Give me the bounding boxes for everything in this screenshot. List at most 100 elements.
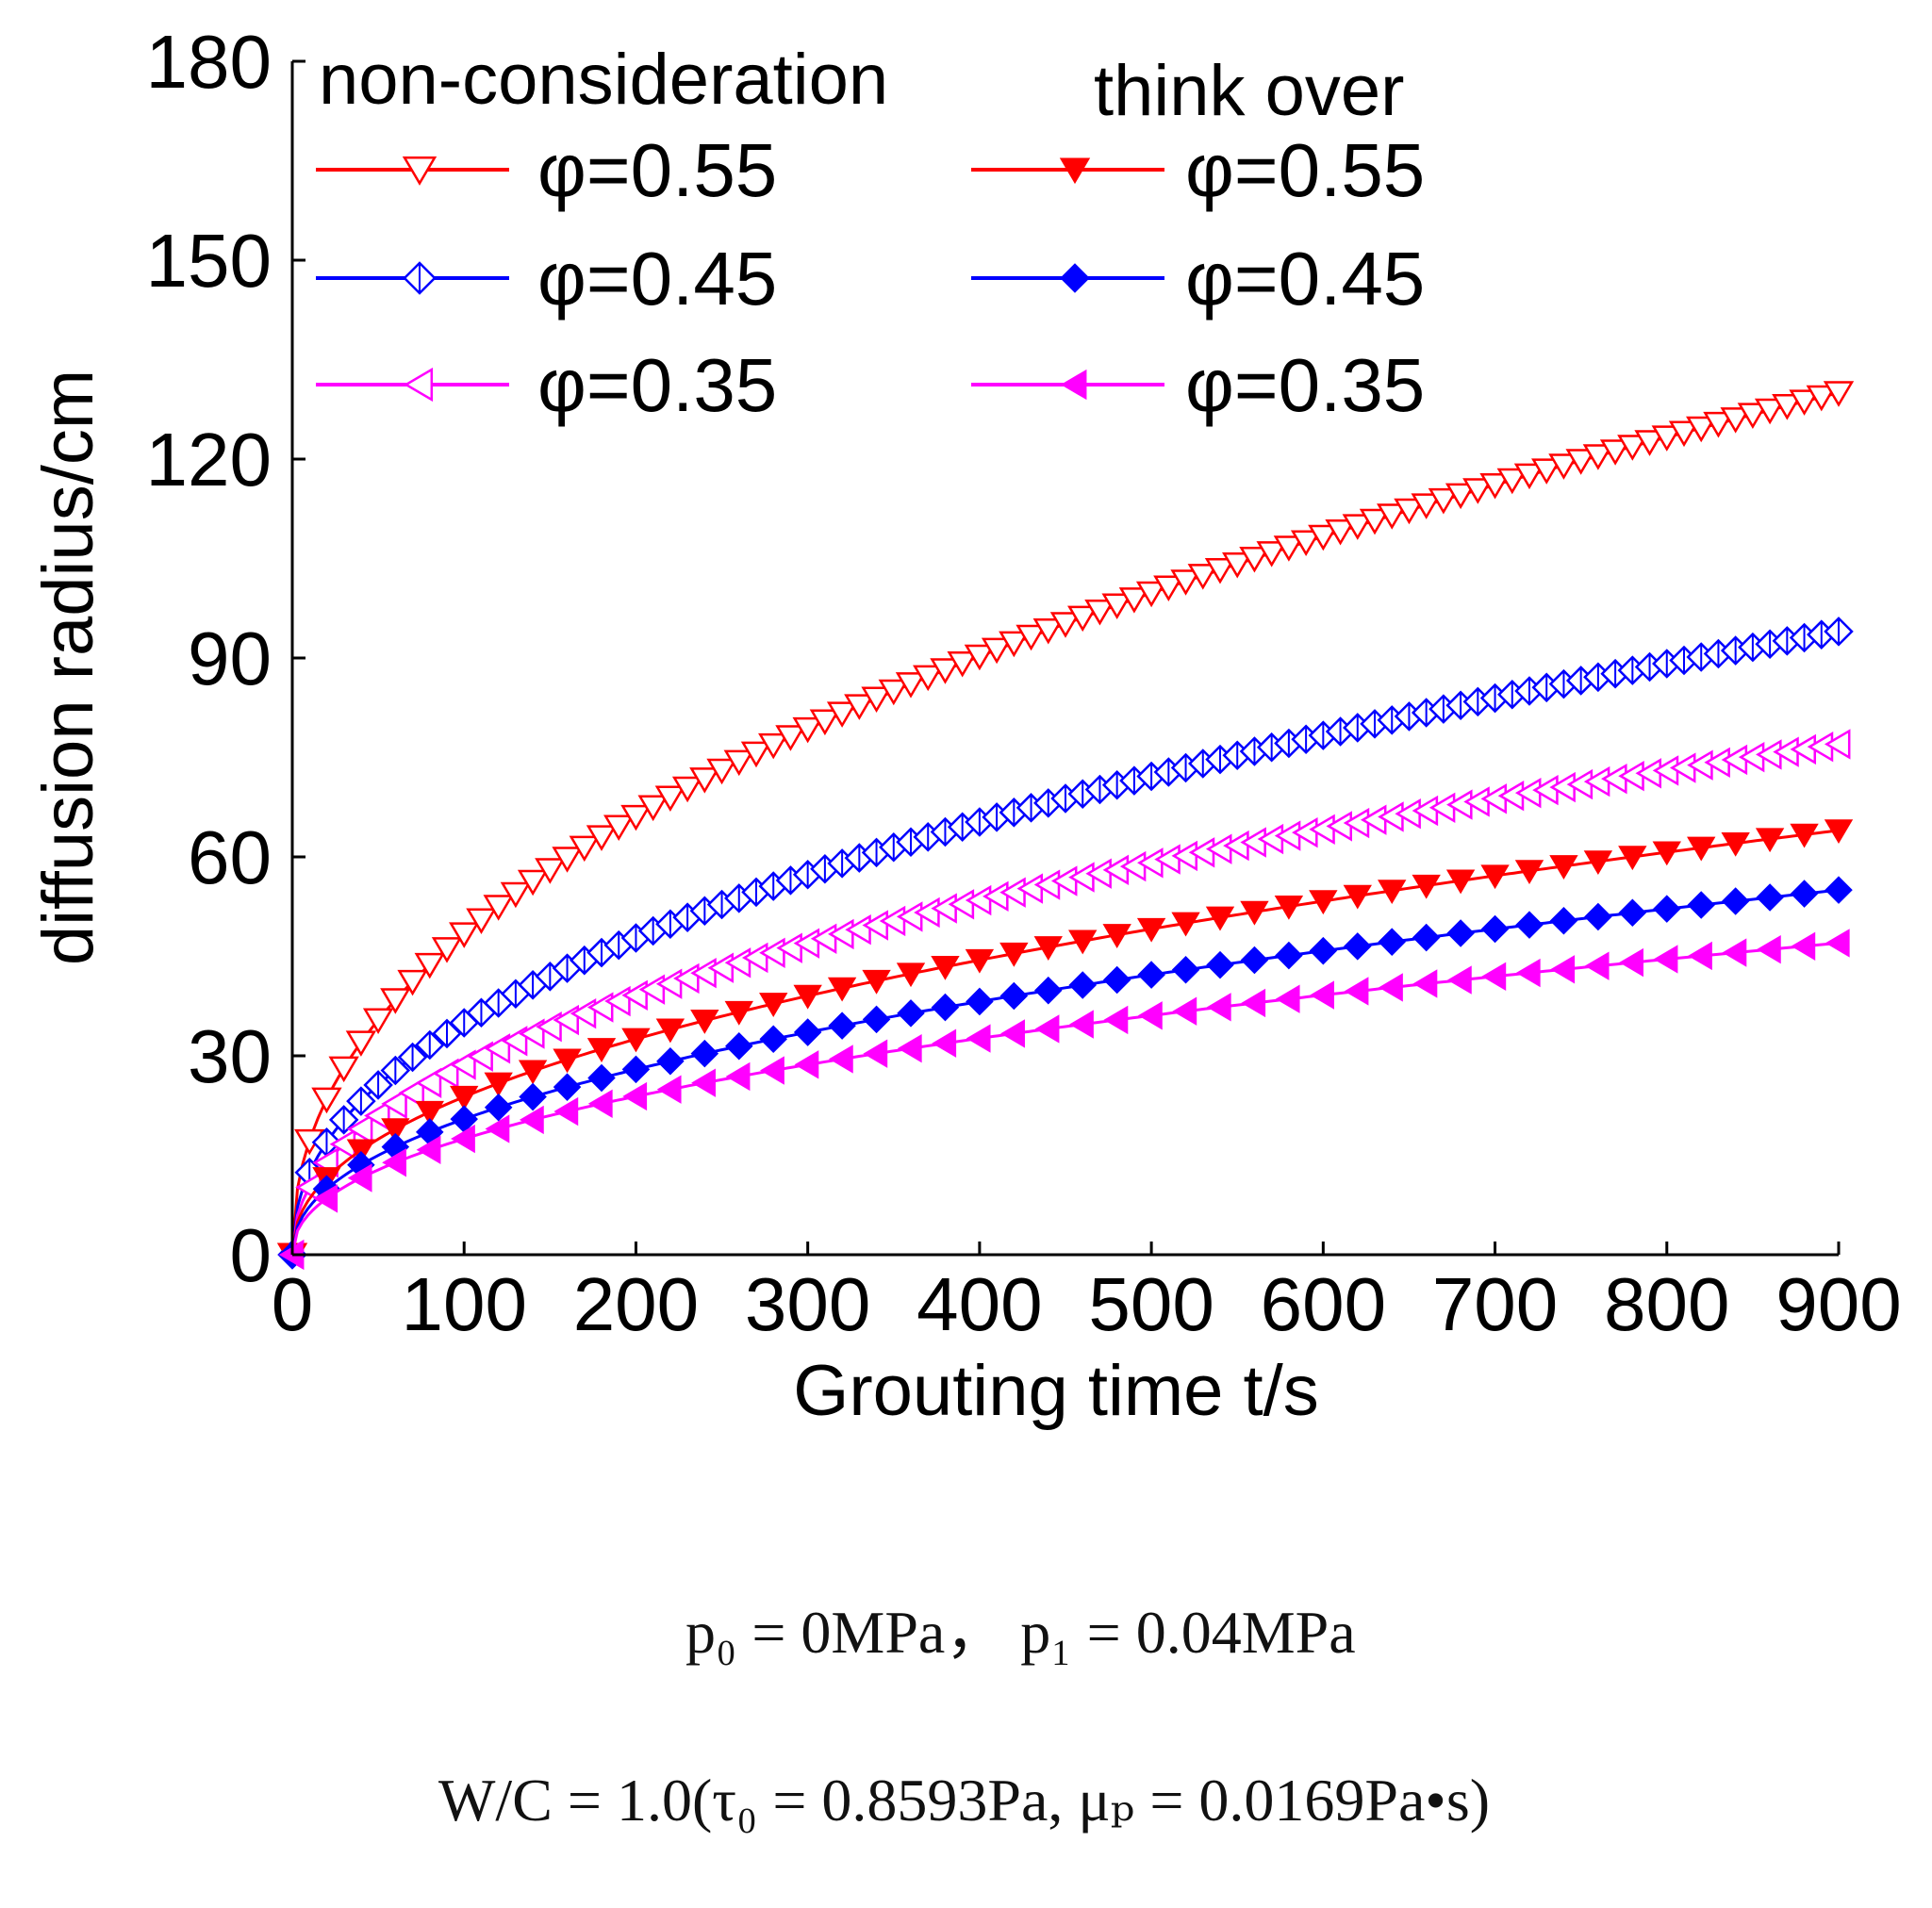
data-point	[313, 1184, 339, 1213]
legend-label: φ=0.35	[1185, 343, 1425, 427]
data-point	[415, 1100, 444, 1126]
data-point	[673, 962, 700, 995]
data-point	[690, 1010, 719, 1034]
data-point	[793, 928, 820, 959]
legend-item: φ=0.55	[316, 128, 777, 212]
data-point	[671, 776, 703, 803]
data-point	[1445, 483, 1477, 510]
data-point	[656, 1047, 685, 1076]
data-point	[569, 835, 600, 863]
legend-marker	[404, 367, 434, 403]
data-point	[535, 858, 566, 884]
data-point	[1703, 411, 1734, 438]
data-point	[1342, 514, 1373, 540]
data-point	[1686, 416, 1717, 443]
data-point	[793, 984, 822, 1010]
data-point	[1394, 498, 1425, 525]
data-point	[432, 1058, 459, 1090]
data-point	[397, 969, 428, 996]
legend-label: φ=0.55	[537, 128, 777, 212]
data-point	[1171, 956, 1200, 984]
data-point	[758, 732, 789, 760]
data-point	[826, 701, 858, 728]
data-point	[1378, 928, 1406, 956]
data-point	[1789, 389, 1820, 416]
data-point	[1772, 394, 1803, 420]
data-point	[586, 825, 618, 851]
data-point	[382, 1148, 406, 1177]
data-point	[518, 1060, 548, 1085]
legend-item: φ=0.35	[971, 343, 1425, 427]
data-point	[1549, 907, 1578, 935]
legend-marker	[1059, 157, 1091, 185]
data-point	[1033, 936, 1063, 961]
data-point	[691, 1068, 716, 1097]
data-point	[1222, 551, 1253, 579]
data-point	[1171, 912, 1200, 937]
data-point	[450, 1049, 476, 1080]
series-line	[290, 888, 1840, 1256]
data-point	[1445, 869, 1476, 895]
data-point	[862, 969, 891, 995]
data-point	[1137, 961, 1165, 989]
data-point	[1240, 900, 1269, 926]
data-point	[828, 1044, 853, 1074]
data-point	[1790, 823, 1819, 848]
data-point	[1479, 472, 1511, 500]
data-point	[896, 962, 926, 988]
y-tick-label: 120	[146, 418, 272, 502]
data-point	[466, 908, 497, 934]
data-point	[517, 869, 549, 896]
data-point	[1565, 449, 1596, 475]
legend-marker	[1060, 369, 1087, 401]
data-point	[897, 1033, 922, 1063]
data-point	[656, 1075, 682, 1104]
data-point	[966, 987, 994, 1016]
data-point	[311, 1087, 342, 1114]
data-point	[1824, 729, 1851, 760]
data-point	[1275, 941, 1303, 970]
series-line	[290, 391, 1840, 1256]
data-point	[1084, 599, 1115, 626]
y-tick-label: 90	[188, 617, 272, 700]
data-point	[1791, 931, 1816, 961]
data-point	[1548, 453, 1579, 480]
data-point	[740, 741, 772, 768]
data-point	[878, 679, 909, 706]
data-point	[1825, 876, 1853, 904]
data-point	[603, 814, 635, 841]
data-point	[1721, 887, 1750, 915]
data-point	[690, 958, 717, 989]
series-think-over-0.45	[278, 876, 1853, 1269]
data-point	[1722, 938, 1747, 967]
series-line	[290, 941, 1840, 1256]
data-point	[1187, 564, 1218, 590]
data-point	[1102, 924, 1131, 948]
data-point	[1172, 996, 1197, 1026]
data-point	[1359, 508, 1391, 535]
data-point	[622, 1081, 648, 1111]
data-point	[759, 1025, 787, 1054]
series-non-consideration-0.55	[276, 381, 1855, 1270]
data-point	[776, 932, 802, 963]
data-point	[964, 644, 996, 671]
data-point	[1102, 965, 1131, 995]
legend-header-non-consideration: non-consideration	[319, 40, 888, 120]
data-point	[1790, 880, 1819, 908]
data-point	[863, 1039, 888, 1068]
data-point	[1668, 420, 1700, 448]
data-point	[897, 999, 925, 1028]
y-tick-label: 150	[146, 219, 272, 303]
data-point	[1756, 883, 1784, 912]
data-point	[1069, 1010, 1094, 1039]
data-point	[1273, 535, 1305, 562]
data-point	[1153, 575, 1184, 601]
data-point	[1756, 934, 1781, 964]
data-point	[414, 952, 445, 979]
axes: 0 100 200 300 400 500 600 700 800 900 0 30 60 90 120 15…	[28, 20, 1902, 1431]
data-point	[519, 1082, 547, 1111]
data-point	[1049, 612, 1082, 638]
data-point	[1550, 955, 1576, 984]
data-point	[449, 922, 480, 948]
data-point	[398, 1077, 425, 1109]
